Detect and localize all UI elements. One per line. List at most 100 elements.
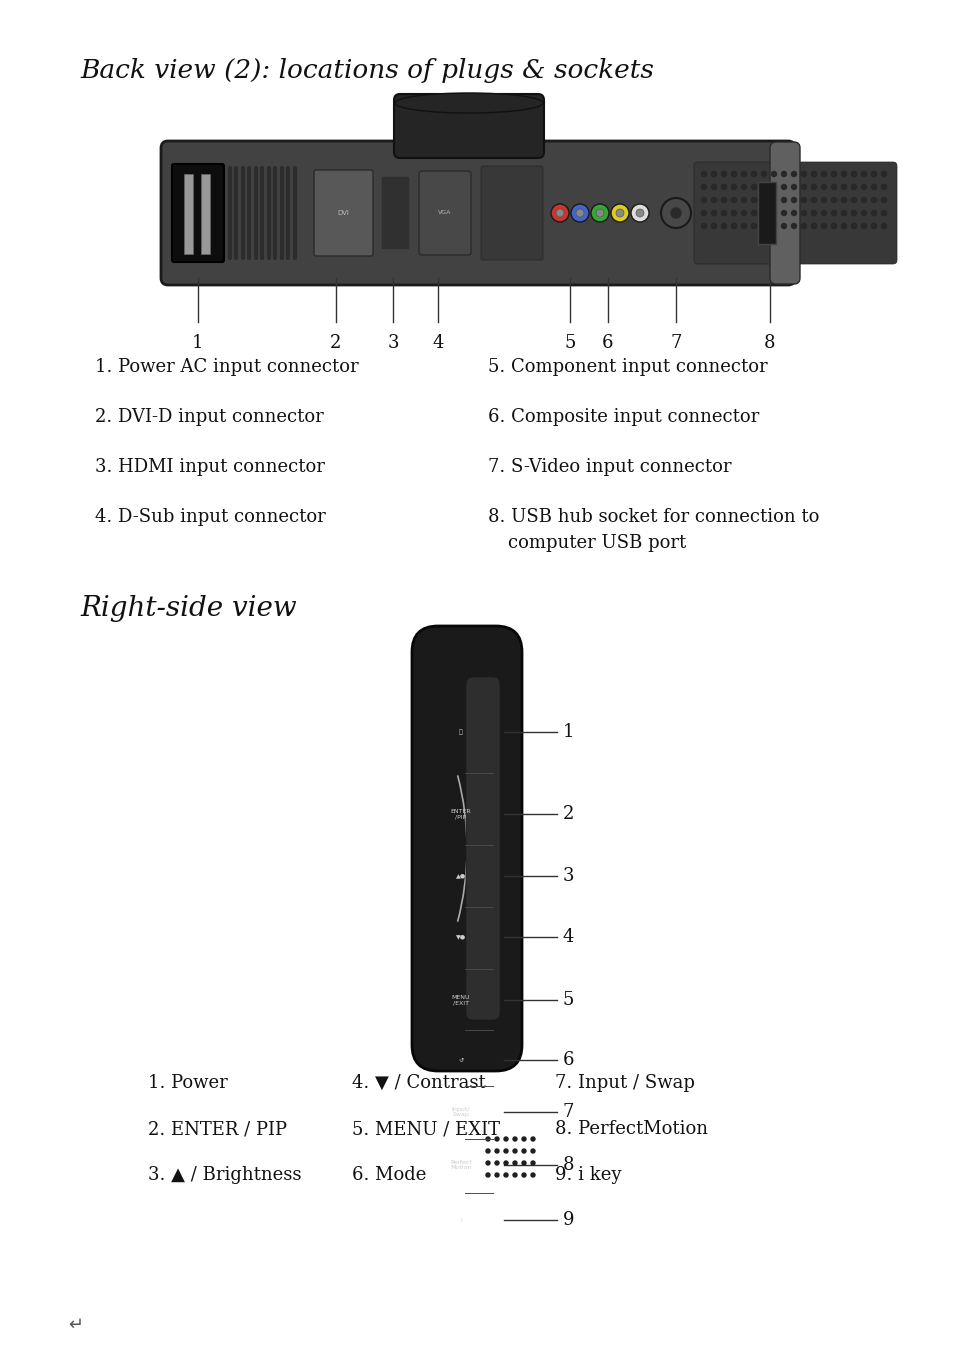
FancyBboxPatch shape — [418, 172, 471, 255]
Circle shape — [521, 1148, 525, 1152]
Circle shape — [791, 185, 796, 189]
Text: 7: 7 — [562, 1102, 574, 1121]
Circle shape — [881, 172, 885, 177]
Circle shape — [871, 211, 876, 216]
Circle shape — [700, 185, 706, 189]
Text: 3: 3 — [562, 867, 574, 885]
FancyBboxPatch shape — [412, 626, 521, 1071]
Circle shape — [610, 204, 628, 222]
Circle shape — [771, 172, 776, 177]
Text: computer USB port: computer USB port — [507, 534, 685, 553]
Text: 1: 1 — [193, 334, 204, 353]
Circle shape — [841, 185, 845, 189]
Text: 7. S-Video input connector: 7. S-Video input connector — [488, 458, 731, 476]
Circle shape — [851, 211, 856, 216]
FancyBboxPatch shape — [380, 176, 410, 250]
Circle shape — [791, 211, 796, 216]
Circle shape — [851, 223, 856, 228]
Text: ENTER
/PIP: ENTER /PIP — [450, 809, 471, 820]
Text: VGA: VGA — [437, 211, 451, 216]
Circle shape — [720, 172, 726, 177]
Circle shape — [791, 197, 796, 203]
Text: 2: 2 — [330, 334, 341, 353]
Text: 9: 9 — [562, 1210, 574, 1229]
Circle shape — [760, 185, 765, 189]
FancyBboxPatch shape — [161, 141, 794, 285]
FancyBboxPatch shape — [769, 142, 800, 284]
Text: DVI: DVI — [337, 209, 349, 216]
FancyBboxPatch shape — [314, 170, 373, 255]
Text: Right-side view: Right-side view — [80, 594, 296, 621]
Circle shape — [551, 204, 568, 222]
Circle shape — [731, 185, 736, 189]
Circle shape — [720, 223, 726, 228]
Circle shape — [841, 197, 845, 203]
Circle shape — [576, 209, 583, 218]
Text: 1. Power AC input connector: 1. Power AC input connector — [95, 358, 358, 376]
Text: 4: 4 — [432, 334, 443, 353]
Text: ⏻: ⏻ — [458, 730, 462, 735]
Circle shape — [791, 223, 796, 228]
Circle shape — [495, 1148, 498, 1152]
Circle shape — [751, 211, 756, 216]
Circle shape — [711, 211, 716, 216]
Circle shape — [821, 172, 825, 177]
Circle shape — [801, 185, 805, 189]
Circle shape — [751, 223, 756, 228]
Text: ↵: ↵ — [68, 1316, 83, 1333]
Circle shape — [503, 1148, 507, 1152]
Circle shape — [711, 197, 716, 203]
Circle shape — [700, 211, 706, 216]
Text: 8. USB hub socket for connection to: 8. USB hub socket for connection to — [488, 508, 819, 526]
Circle shape — [740, 185, 745, 189]
Text: 2: 2 — [562, 805, 574, 823]
Circle shape — [531, 1138, 535, 1142]
Circle shape — [711, 185, 716, 189]
Bar — [758, 182, 775, 245]
Circle shape — [831, 211, 836, 216]
Circle shape — [831, 223, 836, 228]
Circle shape — [771, 211, 776, 216]
Circle shape — [731, 211, 736, 216]
Text: 7. Input / Swap: 7. Input / Swap — [555, 1074, 694, 1092]
Text: 8: 8 — [562, 1156, 574, 1174]
Text: 2. DVI-D input connector: 2. DVI-D input connector — [95, 408, 323, 426]
Circle shape — [513, 1138, 517, 1142]
Text: 6. Composite input connector: 6. Composite input connector — [488, 408, 759, 426]
Circle shape — [791, 172, 796, 177]
Text: 7: 7 — [670, 334, 681, 353]
Circle shape — [731, 223, 736, 228]
Circle shape — [531, 1148, 535, 1152]
Circle shape — [521, 1138, 525, 1142]
Circle shape — [711, 223, 716, 228]
Circle shape — [781, 211, 785, 216]
Circle shape — [720, 197, 726, 203]
Text: ▼●: ▼● — [456, 935, 466, 939]
FancyBboxPatch shape — [480, 166, 542, 259]
Circle shape — [831, 197, 836, 203]
Circle shape — [485, 1161, 490, 1165]
FancyBboxPatch shape — [172, 163, 224, 262]
Circle shape — [801, 223, 805, 228]
Circle shape — [531, 1173, 535, 1177]
Circle shape — [811, 172, 816, 177]
Circle shape — [521, 1173, 525, 1177]
Text: 3. HDMI input connector: 3. HDMI input connector — [95, 458, 325, 476]
Text: Perfect
Motion: Perfect Motion — [450, 1159, 472, 1170]
Circle shape — [781, 185, 785, 189]
Circle shape — [760, 223, 765, 228]
Text: 4. D-Sub input connector: 4. D-Sub input connector — [95, 508, 325, 526]
Circle shape — [740, 197, 745, 203]
Circle shape — [841, 223, 845, 228]
Circle shape — [871, 223, 876, 228]
Circle shape — [841, 172, 845, 177]
Circle shape — [521, 1161, 525, 1165]
Circle shape — [751, 172, 756, 177]
Text: 4. ▼ / Contrast: 4. ▼ / Contrast — [352, 1074, 485, 1092]
Circle shape — [740, 223, 745, 228]
Circle shape — [571, 204, 588, 222]
Circle shape — [871, 197, 876, 203]
Circle shape — [771, 185, 776, 189]
Text: 8: 8 — [763, 334, 775, 353]
FancyBboxPatch shape — [394, 95, 543, 158]
